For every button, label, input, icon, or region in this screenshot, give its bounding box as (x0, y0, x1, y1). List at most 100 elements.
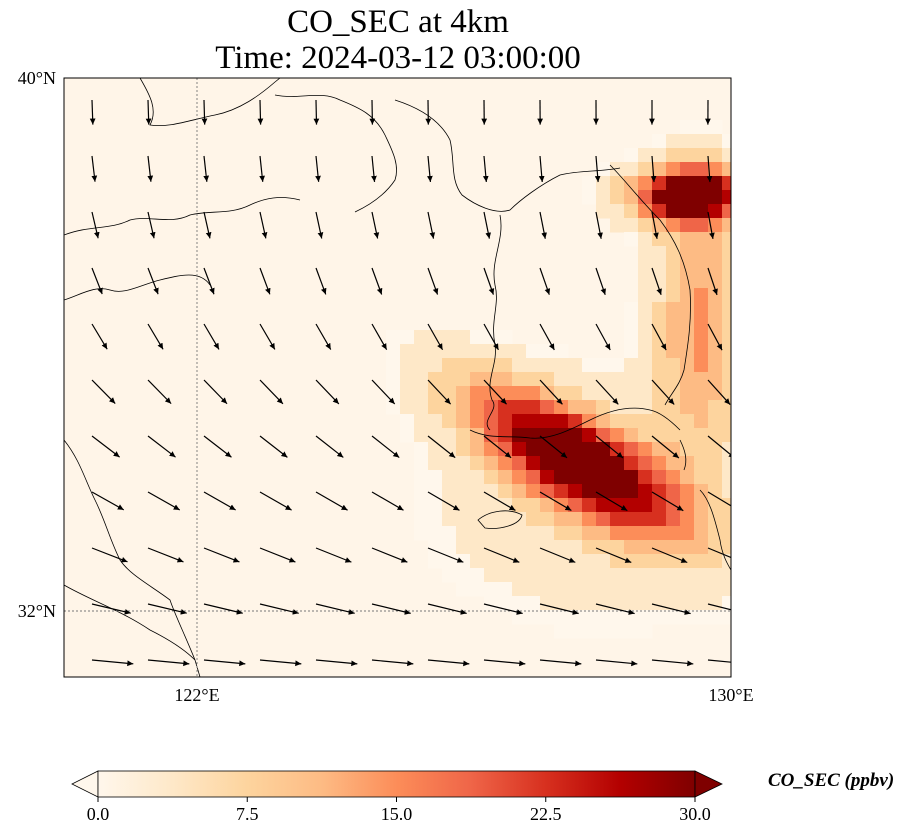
field-cell (666, 274, 681, 289)
field-cell (568, 526, 583, 541)
field-cell (596, 414, 611, 429)
field-cell (582, 554, 597, 569)
field-cell (456, 540, 471, 555)
wind-arrow (371, 435, 400, 459)
field-cell (596, 512, 611, 527)
field-cell (526, 526, 541, 541)
wind-arrow (201, 99, 208, 125)
field-cell (666, 190, 681, 205)
field-cell (652, 582, 667, 597)
wind-arrow (707, 659, 731, 663)
field-cell (680, 176, 695, 191)
field-cell (652, 596, 667, 611)
field-cell (540, 372, 555, 387)
field-cell (484, 540, 499, 555)
field-cell (666, 470, 681, 485)
wind-arrow (91, 155, 98, 182)
field-cell (680, 484, 695, 499)
field-cell (484, 554, 499, 569)
field-cell (722, 442, 731, 457)
field-cell (470, 386, 485, 401)
field-cell (582, 386, 597, 401)
wind-arrow (147, 659, 190, 667)
field-cell (666, 260, 681, 275)
field-cell (666, 176, 681, 191)
field-cell (638, 148, 653, 163)
field-cell (624, 428, 639, 443)
colorbar-max-extension (694, 770, 723, 798)
field-cell (638, 204, 653, 219)
field-cell (470, 414, 485, 429)
field-cell (694, 330, 709, 345)
field-cell (624, 582, 639, 597)
field-cell (456, 400, 471, 415)
field-cell (722, 190, 731, 205)
field-cell (694, 134, 709, 149)
wind-arrow (651, 211, 659, 239)
gridlines (64, 78, 731, 677)
colorbar-tick-label: 0.0 (87, 804, 110, 824)
field-cell (498, 414, 513, 429)
field-cell (582, 414, 597, 429)
wind-arrow (147, 211, 156, 239)
wind-arrow (315, 603, 355, 615)
field-cell (568, 372, 583, 387)
field-cell (638, 512, 653, 527)
field-cell (666, 512, 681, 527)
field-cell (610, 400, 625, 415)
wind-arrow (91, 435, 120, 458)
field-cell (470, 568, 485, 583)
field-cell (414, 344, 429, 359)
field-cell (638, 372, 653, 387)
field-cell (722, 526, 731, 541)
field-cell (694, 246, 709, 261)
wind-arrow (651, 267, 662, 296)
wind-arrow (651, 659, 694, 667)
field-cell (568, 512, 583, 527)
colorbar-tick-label: 15.0 (381, 804, 413, 824)
field-cell (652, 400, 667, 415)
field-cell (624, 470, 639, 485)
field-cell (722, 302, 731, 317)
field-cell (652, 148, 667, 163)
wind-arrow (91, 379, 116, 404)
field-cell (680, 358, 695, 373)
wind-arrow (147, 491, 181, 511)
field-cell (484, 512, 499, 527)
wind-arrow (595, 659, 638, 667)
field-cell (638, 400, 653, 415)
field-cell (554, 456, 569, 471)
field-cell (498, 484, 513, 499)
field-cell (554, 428, 569, 443)
field-cell (596, 400, 611, 415)
field-cell (568, 540, 583, 555)
field-cell (694, 372, 709, 387)
field-cell (470, 358, 485, 373)
wind-arrow (483, 603, 523, 615)
field-cell (498, 470, 513, 485)
field-cell (638, 358, 653, 373)
field-cell (498, 372, 513, 387)
field-cell (540, 526, 555, 541)
field-cell (680, 162, 695, 177)
wind-arrow (651, 323, 667, 351)
field-cell (512, 540, 527, 555)
wind-arrow (539, 435, 568, 459)
field-cell (456, 414, 471, 429)
field-cell (666, 148, 681, 163)
wind-arrow (539, 211, 547, 239)
field-cell (498, 428, 513, 443)
field-cell (484, 456, 499, 471)
field-cell (680, 610, 695, 625)
field-cell (484, 470, 499, 485)
field-cell (526, 344, 541, 359)
field-cell (638, 428, 653, 443)
korea-bay-coast (394, 99, 621, 212)
wind-arrow (371, 603, 411, 615)
wind-arrow (483, 323, 499, 351)
field-cell (694, 344, 709, 359)
wind-arrow (145, 99, 152, 125)
field-cell (666, 610, 681, 625)
field-cell (638, 596, 653, 611)
field-cell (540, 596, 555, 611)
